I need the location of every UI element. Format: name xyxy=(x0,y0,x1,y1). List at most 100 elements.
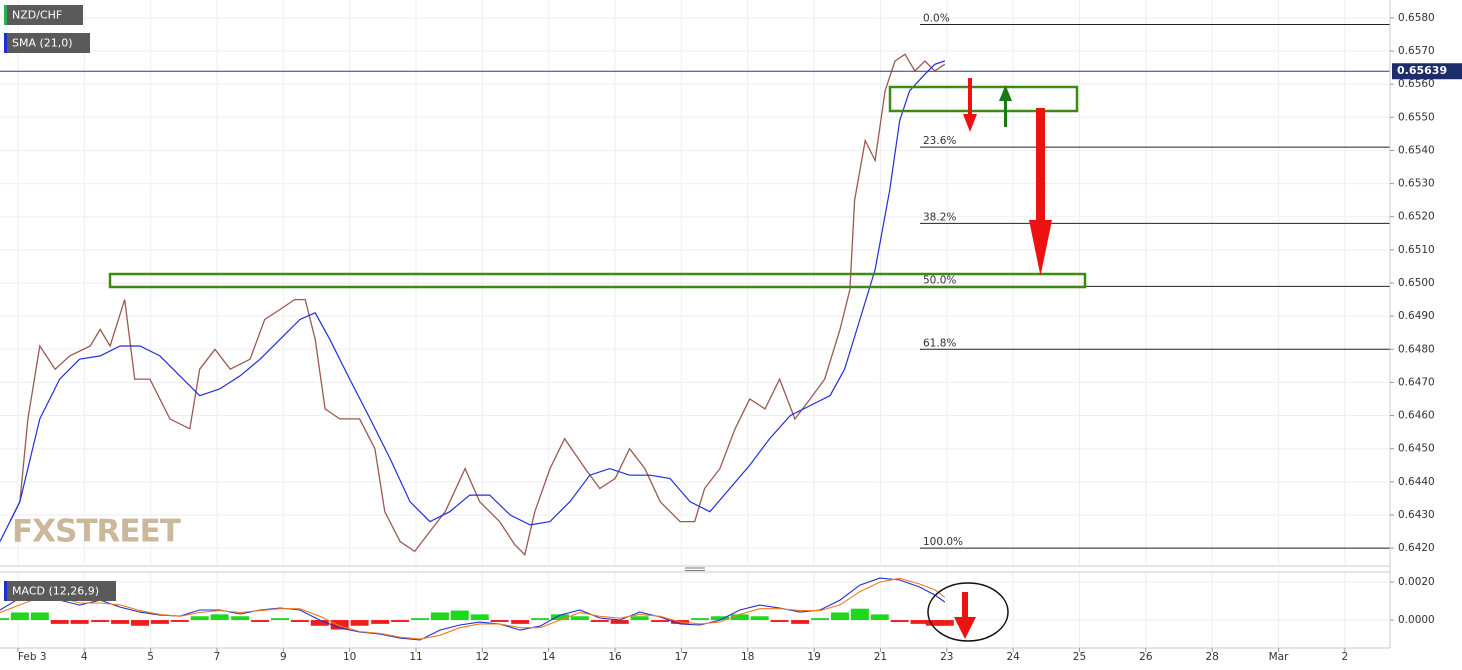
x-tick-label: 14 xyxy=(542,651,556,663)
x-tick-label: 17 xyxy=(675,651,688,663)
fib-label: 61.8% xyxy=(923,337,956,349)
fib-label: 0.0% xyxy=(923,13,950,25)
histogram-bar xyxy=(190,616,209,621)
histogram-bar xyxy=(870,614,889,621)
y-tick-label: 0.6490 xyxy=(1398,310,1435,322)
histogram-bar xyxy=(610,620,629,624)
histogram-bar xyxy=(550,614,569,621)
histogram-bar xyxy=(290,620,309,622)
histogram-bar xyxy=(770,620,789,622)
histogram-bar xyxy=(791,620,810,624)
fib-label: 23.6% xyxy=(923,135,956,147)
y-tick-label: 0.6460 xyxy=(1398,410,1435,422)
y-tick-label: 0.0020 xyxy=(1398,576,1435,588)
histogram-bar xyxy=(470,614,489,621)
y-tick-label: 0.6500 xyxy=(1398,277,1435,289)
x-tick-label: 24 xyxy=(1006,651,1020,663)
x-tick-label: 16 xyxy=(608,651,622,663)
histogram-bar xyxy=(925,620,944,626)
histogram-bar xyxy=(490,620,509,622)
histogram-bar xyxy=(270,618,289,621)
histogram-bar xyxy=(111,620,130,624)
macd-plot xyxy=(0,577,954,641)
price-line xyxy=(9,53,946,556)
histogram-bar xyxy=(130,620,149,626)
x-tick-label: Mar xyxy=(1269,651,1289,663)
macd-line xyxy=(0,577,946,641)
histogram-bar xyxy=(531,618,550,621)
legend-label: SMA (21,0) xyxy=(12,37,73,50)
x-tick-label: 5 xyxy=(147,651,154,663)
histogram-bar xyxy=(910,620,929,624)
histogram-bar xyxy=(890,620,909,622)
legend-label: NZD/CHF xyxy=(12,9,62,22)
histogram-bar xyxy=(590,620,609,622)
x-tick-label: 2 xyxy=(1342,651,1349,663)
highlight-circle xyxy=(927,582,1009,642)
y-tick-label: 0.6420 xyxy=(1398,542,1435,554)
macd-arrow-down xyxy=(954,592,976,639)
axes: Feb 3 4 5 7 9 10 11 12 14 16 17 18 19 21 23 24 25 26 28 Mar… xyxy=(17,12,1462,663)
histogram-bar xyxy=(150,620,169,624)
x-tick-label: 9 xyxy=(280,651,287,663)
histogram-bar xyxy=(170,620,189,622)
legend-item[interactable]: NZD/CHF xyxy=(4,5,83,25)
legend-item[interactable]: SMA (21,0) xyxy=(4,33,90,53)
y-tick-label: 0.0000 xyxy=(1398,614,1435,626)
x-tick-label: 10 xyxy=(343,651,356,663)
x-tick-label: 19 xyxy=(807,651,820,663)
histogram-bar xyxy=(511,620,530,624)
signal-line xyxy=(0,577,946,640)
histogram-bar xyxy=(630,616,649,621)
histogram-bar xyxy=(690,618,709,621)
histogram-bar xyxy=(391,620,410,622)
x-tick-label: 12 xyxy=(476,651,489,663)
x-tick-label: 18 xyxy=(741,651,754,663)
histogram-bar xyxy=(651,620,670,622)
histogram-bar xyxy=(330,620,349,630)
histogram-bar xyxy=(91,620,110,622)
histogram-bar xyxy=(350,620,369,626)
last-price-label: 0.65639 xyxy=(1397,64,1447,77)
legend-item[interactable]: MACD (12,26,9) xyxy=(4,581,116,601)
histogram-bar xyxy=(730,614,749,621)
y-tick-label: 0.6530 xyxy=(1398,178,1435,190)
y-tick-label: 0.6480 xyxy=(1398,343,1435,355)
histogram-bar xyxy=(251,620,270,622)
y-tick-label: 0.6540 xyxy=(1398,144,1435,156)
support-zone xyxy=(108,272,1087,289)
y-tick-label: 0.6560 xyxy=(1398,78,1435,90)
resize-handle[interactable] xyxy=(685,567,705,571)
histogram-bar xyxy=(850,608,869,621)
histogram-bar xyxy=(710,616,729,621)
x-tick-label: 7 xyxy=(214,651,221,663)
y-tick-label: 0.6520 xyxy=(1398,211,1435,223)
y-tick-label: 0.6550 xyxy=(1398,111,1435,123)
watermark: FXSTREET xyxy=(12,514,181,550)
fib-label: 38.2% xyxy=(923,211,956,223)
x-tick-label: 28 xyxy=(1205,651,1218,663)
histogram-bar xyxy=(811,618,830,621)
y-tick-label: 0.6470 xyxy=(1398,376,1435,388)
histogram-bar xyxy=(371,620,390,624)
range-zone xyxy=(888,85,1079,113)
x-tick-label: 26 xyxy=(1139,651,1153,663)
histogram-bar xyxy=(750,616,769,621)
y-tick-label: 0.6580 xyxy=(1398,12,1435,24)
histogram-bar xyxy=(10,612,29,621)
last-price-tag xyxy=(1392,63,1462,80)
histogram-bar xyxy=(410,618,429,621)
histogram-bar xyxy=(570,616,589,621)
x-tick-label: 23 xyxy=(940,651,953,663)
y-tick-label: 0.6570 xyxy=(1398,45,1435,57)
x-tick-label: 4 xyxy=(81,651,88,663)
x-tick-label: Feb 3 xyxy=(18,651,47,663)
histogram-bar xyxy=(830,612,849,621)
histogram-bar xyxy=(310,620,329,626)
histogram-bar xyxy=(231,616,250,621)
histogram-bar xyxy=(210,614,229,621)
fibonacci-levels: 0.0% 23.6% 38.2% 50.0% 61.8% 100.0% xyxy=(920,13,1390,549)
